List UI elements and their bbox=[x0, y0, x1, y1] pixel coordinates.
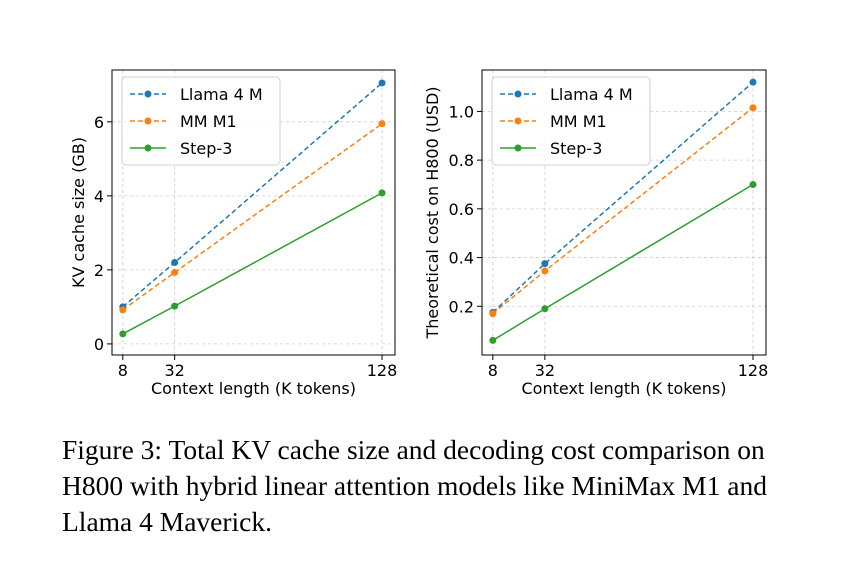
y-tick-label: 1.0 bbox=[449, 102, 474, 121]
data-point bbox=[541, 267, 549, 275]
legend: Llama 4 M MM M1 Step-3 bbox=[121, 76, 281, 166]
data-point bbox=[171, 302, 179, 310]
legend-label: MM M1 bbox=[180, 112, 237, 131]
data-point bbox=[171, 258, 179, 266]
legend-label: Llama 4 M bbox=[550, 85, 633, 104]
y-tick-label: 0.6 bbox=[449, 200, 474, 219]
y-tick-label: 0.8 bbox=[449, 151, 474, 170]
legend-swatch-marker bbox=[144, 90, 152, 98]
plot-frame bbox=[111, 69, 396, 356]
y-axis-label: Theoretical cost on H800 (USD) bbox=[423, 86, 442, 339]
series-line-2 bbox=[122, 123, 383, 311]
data-point bbox=[378, 79, 386, 87]
data-point bbox=[749, 78, 757, 86]
x-axis-label: Context length (K tokens) bbox=[522, 379, 727, 398]
data-point bbox=[171, 268, 179, 276]
legend-swatch-marker bbox=[514, 144, 522, 152]
legend-swatch-marker bbox=[514, 90, 522, 98]
legend-swatch-marker bbox=[514, 117, 522, 125]
data-point bbox=[378, 120, 386, 128]
data-point bbox=[541, 305, 549, 313]
series-line-3 bbox=[122, 192, 383, 335]
x-tick-label: 8 bbox=[488, 361, 498, 380]
legend-swatch-marker bbox=[144, 117, 152, 125]
data-point bbox=[749, 180, 757, 188]
series-line-3 bbox=[492, 183, 754, 342]
data-point bbox=[489, 310, 497, 318]
y-tick-label: 0.4 bbox=[449, 249, 474, 268]
chart-2: 8 32 128 0.2 0.4 0.6 0.8 1.0 Context length (K t… bbox=[423, 69, 769, 398]
legend-label: Llama 4 M bbox=[180, 85, 263, 104]
data-point bbox=[119, 306, 127, 314]
x-tick-label: 32 bbox=[164, 361, 184, 380]
y-tick-label: 4 bbox=[94, 187, 104, 206]
data-point bbox=[378, 189, 386, 197]
y-tick-label: 6 bbox=[94, 113, 104, 132]
x-tick-label: 32 bbox=[535, 361, 555, 380]
legend-box bbox=[121, 76, 281, 166]
y-tick-label: 2 bbox=[94, 261, 104, 280]
legend-box bbox=[491, 76, 651, 166]
data-point bbox=[489, 336, 497, 344]
plot-frame bbox=[481, 69, 767, 356]
y-tick-label: 0 bbox=[94, 335, 104, 354]
x-axis-label: Context length (K tokens) bbox=[151, 379, 356, 398]
data-point bbox=[749, 104, 757, 112]
y-tick-label: 0.2 bbox=[449, 297, 474, 316]
x-tick-label: 128 bbox=[738, 361, 769, 380]
legend-label: Step-3 bbox=[550, 139, 602, 158]
legend: Llama 4 M MM M1 Step-3 bbox=[491, 76, 651, 166]
figure-caption: Figure 3: Total KV cache size and decodi… bbox=[62, 434, 767, 537]
legend-label: MM M1 bbox=[550, 112, 607, 131]
x-tick-label: 8 bbox=[118, 361, 128, 380]
data-point bbox=[119, 330, 127, 338]
chart-1: 8 32 128 0 2 4 6 Context length (K tokens) KV ca… bbox=[69, 69, 398, 398]
legend-label: Step-3 bbox=[180, 139, 232, 158]
legend-swatch-marker bbox=[144, 144, 152, 152]
figure: 8 32 128 0 2 4 6 Context length (K tokens) KV ca… bbox=[69, 69, 769, 398]
y-axis-label: KV cache size (GB) bbox=[69, 137, 88, 288]
data-point bbox=[541, 260, 549, 268]
x-tick-label: 128 bbox=[367, 361, 398, 380]
